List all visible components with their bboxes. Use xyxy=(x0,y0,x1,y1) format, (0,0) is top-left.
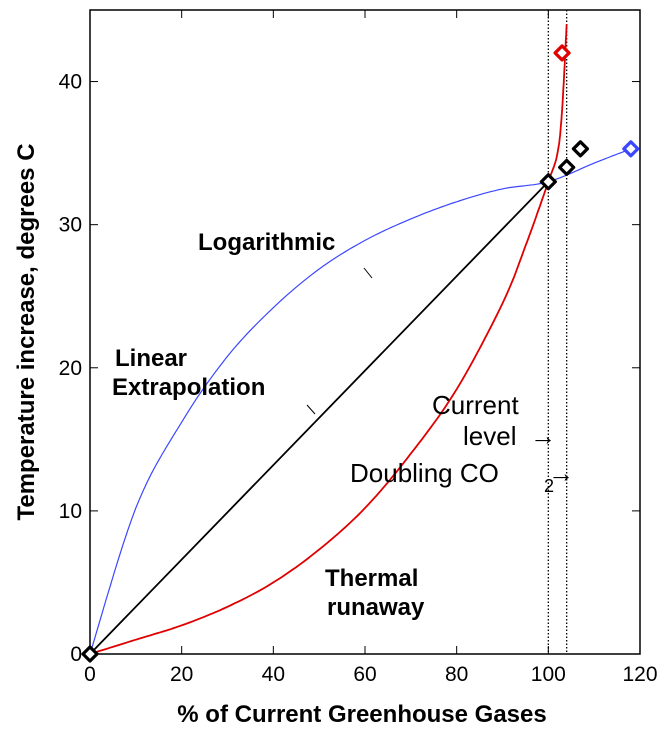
x-tick-label: 20 xyxy=(170,663,193,686)
y-tick-label: 0 xyxy=(70,643,82,666)
x-tick-label: 40 xyxy=(262,663,285,686)
data-marker xyxy=(622,140,640,158)
y-axis-title: Temperature increase, degrees C xyxy=(13,143,40,520)
doubling-label: Doubling CO xyxy=(350,458,499,488)
y-tick-label: 20 xyxy=(59,357,82,380)
x-tick-label: 100 xyxy=(531,663,566,686)
y-tick-label: 10 xyxy=(59,500,82,523)
extrapolation-label: Extrapolation xyxy=(112,374,265,401)
doubling-arrow: → xyxy=(548,458,574,488)
data-marker xyxy=(558,158,576,177)
x-axis-title: % of Current Greenhouse Gases xyxy=(177,701,546,728)
logarithmic-label: Logarithmic xyxy=(198,229,335,256)
markers-layer xyxy=(81,44,640,663)
x-tick-label: 60 xyxy=(353,663,376,686)
x-tick-label: 120 xyxy=(622,663,657,686)
current-label: Current xyxy=(432,390,519,420)
y-tick-label: 40 xyxy=(59,71,82,94)
x-tick-label: 80 xyxy=(445,663,468,686)
plot-area xyxy=(89,9,641,655)
data-marker xyxy=(539,173,557,191)
leader-lines xyxy=(306,267,373,415)
current-arrow: → xyxy=(530,421,556,451)
reference-lines xyxy=(547,10,568,654)
series-line-linear xyxy=(89,181,549,655)
data-marker xyxy=(553,44,571,62)
level-label: level xyxy=(463,421,516,451)
series-line-exponential xyxy=(89,24,568,655)
data-marker xyxy=(81,645,99,663)
x-tick-label: 0 xyxy=(84,663,96,686)
runaway-label: runaway xyxy=(327,594,425,621)
linear-label: Linear xyxy=(115,345,187,372)
logarithmic-leader xyxy=(363,267,373,279)
y-tick-label: 30 xyxy=(59,214,82,237)
doubling-subscript: 2 xyxy=(544,476,554,496)
linear-leader xyxy=(306,404,316,415)
data-marker xyxy=(571,140,590,158)
thermal-label: Thermal xyxy=(325,565,418,592)
axis-ticks: 0 20 40 60 80 100 120 0 10 20 30 40 xyxy=(59,10,658,686)
